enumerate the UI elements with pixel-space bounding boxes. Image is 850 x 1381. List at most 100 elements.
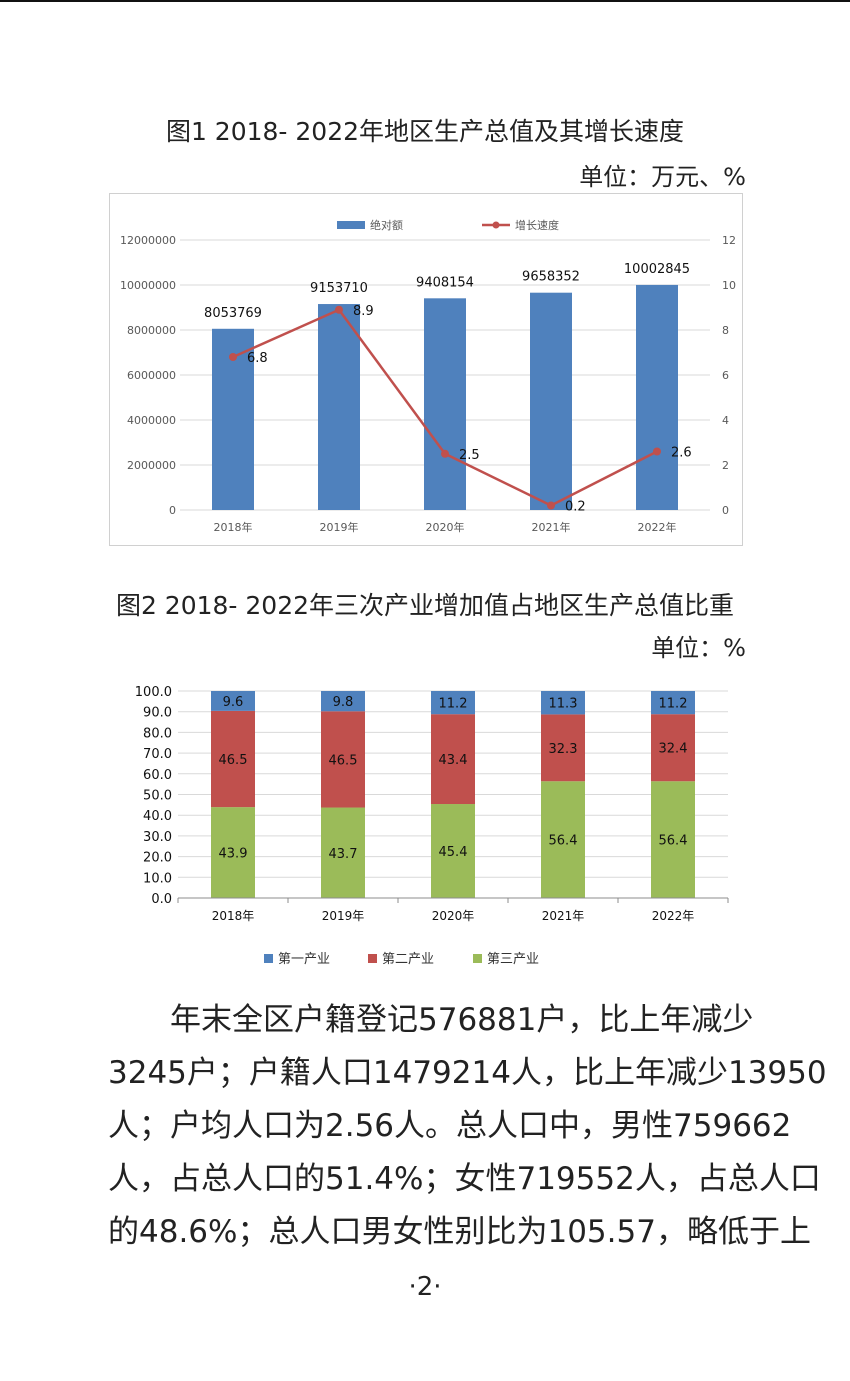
legend-line-marker [492, 221, 500, 229]
figure2-legend: 第一产业 第二产业 第三产业 [264, 952, 539, 967]
segment-value-label: 56.4 [659, 834, 688, 849]
y-right-tick-label: 12 [722, 234, 736, 247]
legend-bar-label: 绝对额 [370, 218, 403, 232]
x-tick-label: 2020年 [432, 909, 475, 923]
stack-segment [541, 714, 585, 782]
population-paragraph: 年末全区户籍登记576881户，比上年减少 3245户；户籍人口1479214人… [108, 994, 827, 1259]
stack-segment [651, 691, 695, 715]
y-tick-label: 70.0 [143, 747, 172, 762]
y-left-tick-label: 4000000 [127, 414, 176, 427]
legend-primary-swatch [264, 954, 273, 963]
segment-value-label: 9.6 [223, 695, 244, 710]
gdp-value-label: 9153710 [310, 281, 368, 296]
growth-point [653, 447, 661, 456]
segment-value-label: 11.2 [659, 697, 688, 712]
x-tick-label: 2019年 [322, 909, 365, 923]
growth-point [547, 501, 555, 510]
figure2-data-labels: 43.9 46.5 9.6 43.7 46.5 9.8 45.4 43.4 11.2 56.4 32… [219, 695, 688, 862]
y-tick-label: 10.0 [143, 871, 172, 886]
y-right-tick-label: 4 [722, 414, 729, 427]
x-tick-label: 2022年 [652, 909, 695, 923]
legend-tertiary-label: 第三产业 [487, 952, 539, 967]
segment-value-label: 11.2 [439, 697, 468, 712]
paragraph-line: 人，占总人口的51.4%；女性719552人，占总人口 [108, 1161, 821, 1197]
paragraph-line: 人；户均人口为2.56人。总人口中，男性759662 [108, 1108, 792, 1144]
y-right-tick-label: 8 [722, 324, 729, 337]
x-tick-label: 2021年 [542, 909, 585, 923]
figure1-axis-labels: 0200000040000006000000800000010000000120… [120, 234, 736, 534]
paragraph-line: 3245户；户籍人口1479214人，比上年减少13950 [108, 1055, 827, 1091]
gdp-bar [530, 292, 572, 510]
figure1-legend: 绝对额 增长速度 [337, 218, 559, 232]
stack-segment [431, 714, 475, 805]
legend-secondary-swatch [368, 954, 377, 963]
legend-line-label: 增长速度 [515, 218, 559, 232]
y-left-tick-label: 2000000 [127, 459, 176, 472]
segment-value-label: 32.3 [549, 742, 578, 757]
figure2-unit: 单位：% [651, 634, 746, 662]
y-tick-label: 60.0 [143, 768, 172, 783]
segment-value-label: 43.7 [329, 847, 358, 862]
legend-tertiary-swatch [473, 954, 482, 963]
segment-value-label: 45.4 [439, 845, 468, 860]
y-right-tick-label: 2 [722, 459, 729, 472]
top-border-line [0, 0, 850, 2]
paragraph-line: 年末全区户籍登记576881户，比上年减少 [170, 1002, 754, 1038]
page-number: ·2· [408, 1272, 442, 1302]
growth-value-label: 0.2 [565, 500, 586, 515]
segment-value-label: 32.4 [659, 742, 688, 757]
x-tick-label: 2018年 [212, 909, 255, 923]
stack-segment [211, 691, 255, 711]
stack-segment [321, 691, 365, 712]
y-tick-label: 100.0 [135, 685, 172, 700]
figure2-stacked-bars [211, 691, 695, 898]
figure2-axis-labels: 0.0 10.0 20.0 30.0 40.0 50.0 60.0 70.0 80.0 90.0 1… [135, 685, 729, 923]
x-tick-label: 2022年 [638, 520, 677, 534]
gdp-value-label: 8053769 [204, 306, 262, 321]
legend-secondary-label: 第二产业 [382, 952, 434, 967]
stack-segment [321, 807, 365, 898]
segment-value-label: 43.9 [219, 847, 248, 862]
figure1-title: 图1 2018- 2022年地区生产总值及其增长速度 [165, 117, 685, 146]
growth-value-label: 6.8 [247, 351, 268, 366]
growth-point [335, 305, 343, 314]
gdp-value-label: 9658352 [522, 270, 580, 285]
figure1-unit: 单位：万元、% [579, 163, 746, 191]
figure1-growth-line [229, 305, 661, 510]
legend-bar-swatch [337, 221, 365, 229]
paragraph-line: 的48.6%；总人口男女性别比为105.57，略低于上 [108, 1214, 811, 1250]
gdp-bar [636, 284, 678, 510]
growth-value-label: 2.6 [671, 446, 692, 461]
y-tick-label: 40.0 [143, 809, 172, 824]
y-left-tick-label: 0 [169, 504, 176, 517]
gdp-value-label: 9408154 [416, 275, 474, 290]
figure1-bars [212, 284, 678, 510]
figure1-chart-frame: 8053769 9153710 9408154 9658352 10002845 6.8 8… [109, 193, 743, 546]
growth-point [229, 353, 237, 361]
figure2-chart: 43.9 46.5 9.6 43.7 46.5 9.8 45.4 43.4 11.2 56.4 32… [135, 685, 729, 967]
y-tick-label: 50.0 [143, 789, 172, 804]
stack-segment [651, 714, 695, 782]
stack-segment [541, 691, 585, 715]
y-left-tick-label: 12000000 [120, 234, 176, 247]
y-left-tick-label: 6000000 [127, 369, 176, 382]
y-tick-label: 0.0 [151, 892, 172, 907]
x-tick-label: 2021年 [532, 520, 571, 534]
stack-segment [321, 711, 365, 808]
segment-value-label: 56.4 [549, 834, 578, 849]
stack-segment [431, 804, 475, 898]
y-left-tick-label: 8000000 [127, 324, 176, 337]
figure1-data-labels: 8053769 9153710 9408154 9658352 10002845 6.8 8… [204, 262, 692, 515]
segment-value-label: 46.5 [329, 753, 358, 768]
x-tick-label: 2019年 [320, 520, 359, 534]
segment-value-label: 46.5 [219, 753, 248, 768]
stack-segment [211, 710, 255, 808]
y-right-tick-label: 0 [722, 504, 729, 517]
x-tick-label: 2020年 [426, 520, 465, 534]
y-right-tick-label: 10 [722, 279, 736, 292]
y-tick-label: 20.0 [143, 851, 172, 866]
gdp-bar [424, 298, 466, 510]
stack-segment [651, 781, 695, 898]
gdp-bar [318, 304, 360, 510]
segment-value-label: 11.3 [549, 697, 578, 712]
